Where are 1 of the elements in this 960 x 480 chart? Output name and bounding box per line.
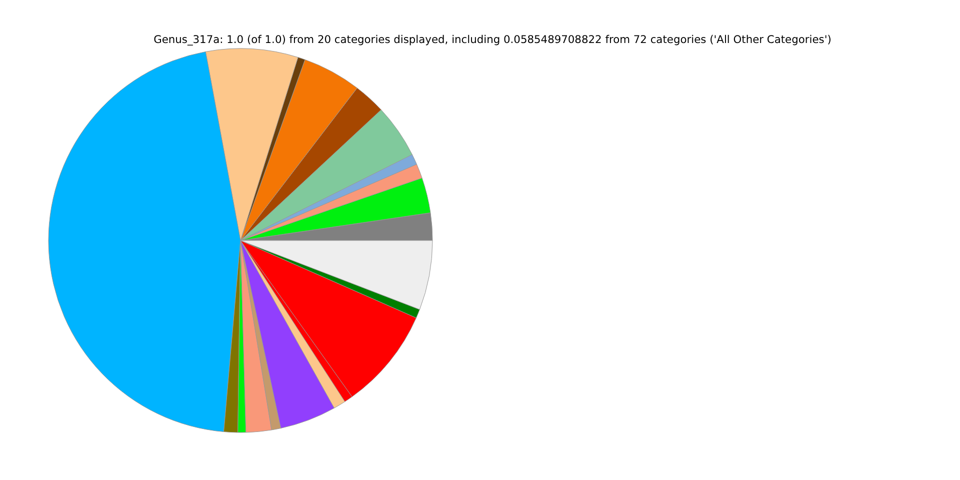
text: Genus_317a: 1.0 (of 1.0) from 20 categories displayed, including 0.0585489708822 from 72 categories ('All Other Categories') [154,33,832,46]
